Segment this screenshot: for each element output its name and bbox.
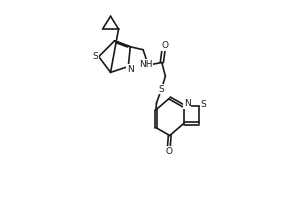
Text: S: S (159, 85, 164, 94)
Text: O: O (161, 41, 168, 50)
Text: NH: NH (139, 60, 152, 69)
Text: O: O (165, 147, 172, 156)
Text: N: N (127, 65, 134, 74)
Text: N: N (184, 99, 190, 108)
Text: S: S (92, 52, 98, 61)
Text: S: S (200, 100, 206, 109)
